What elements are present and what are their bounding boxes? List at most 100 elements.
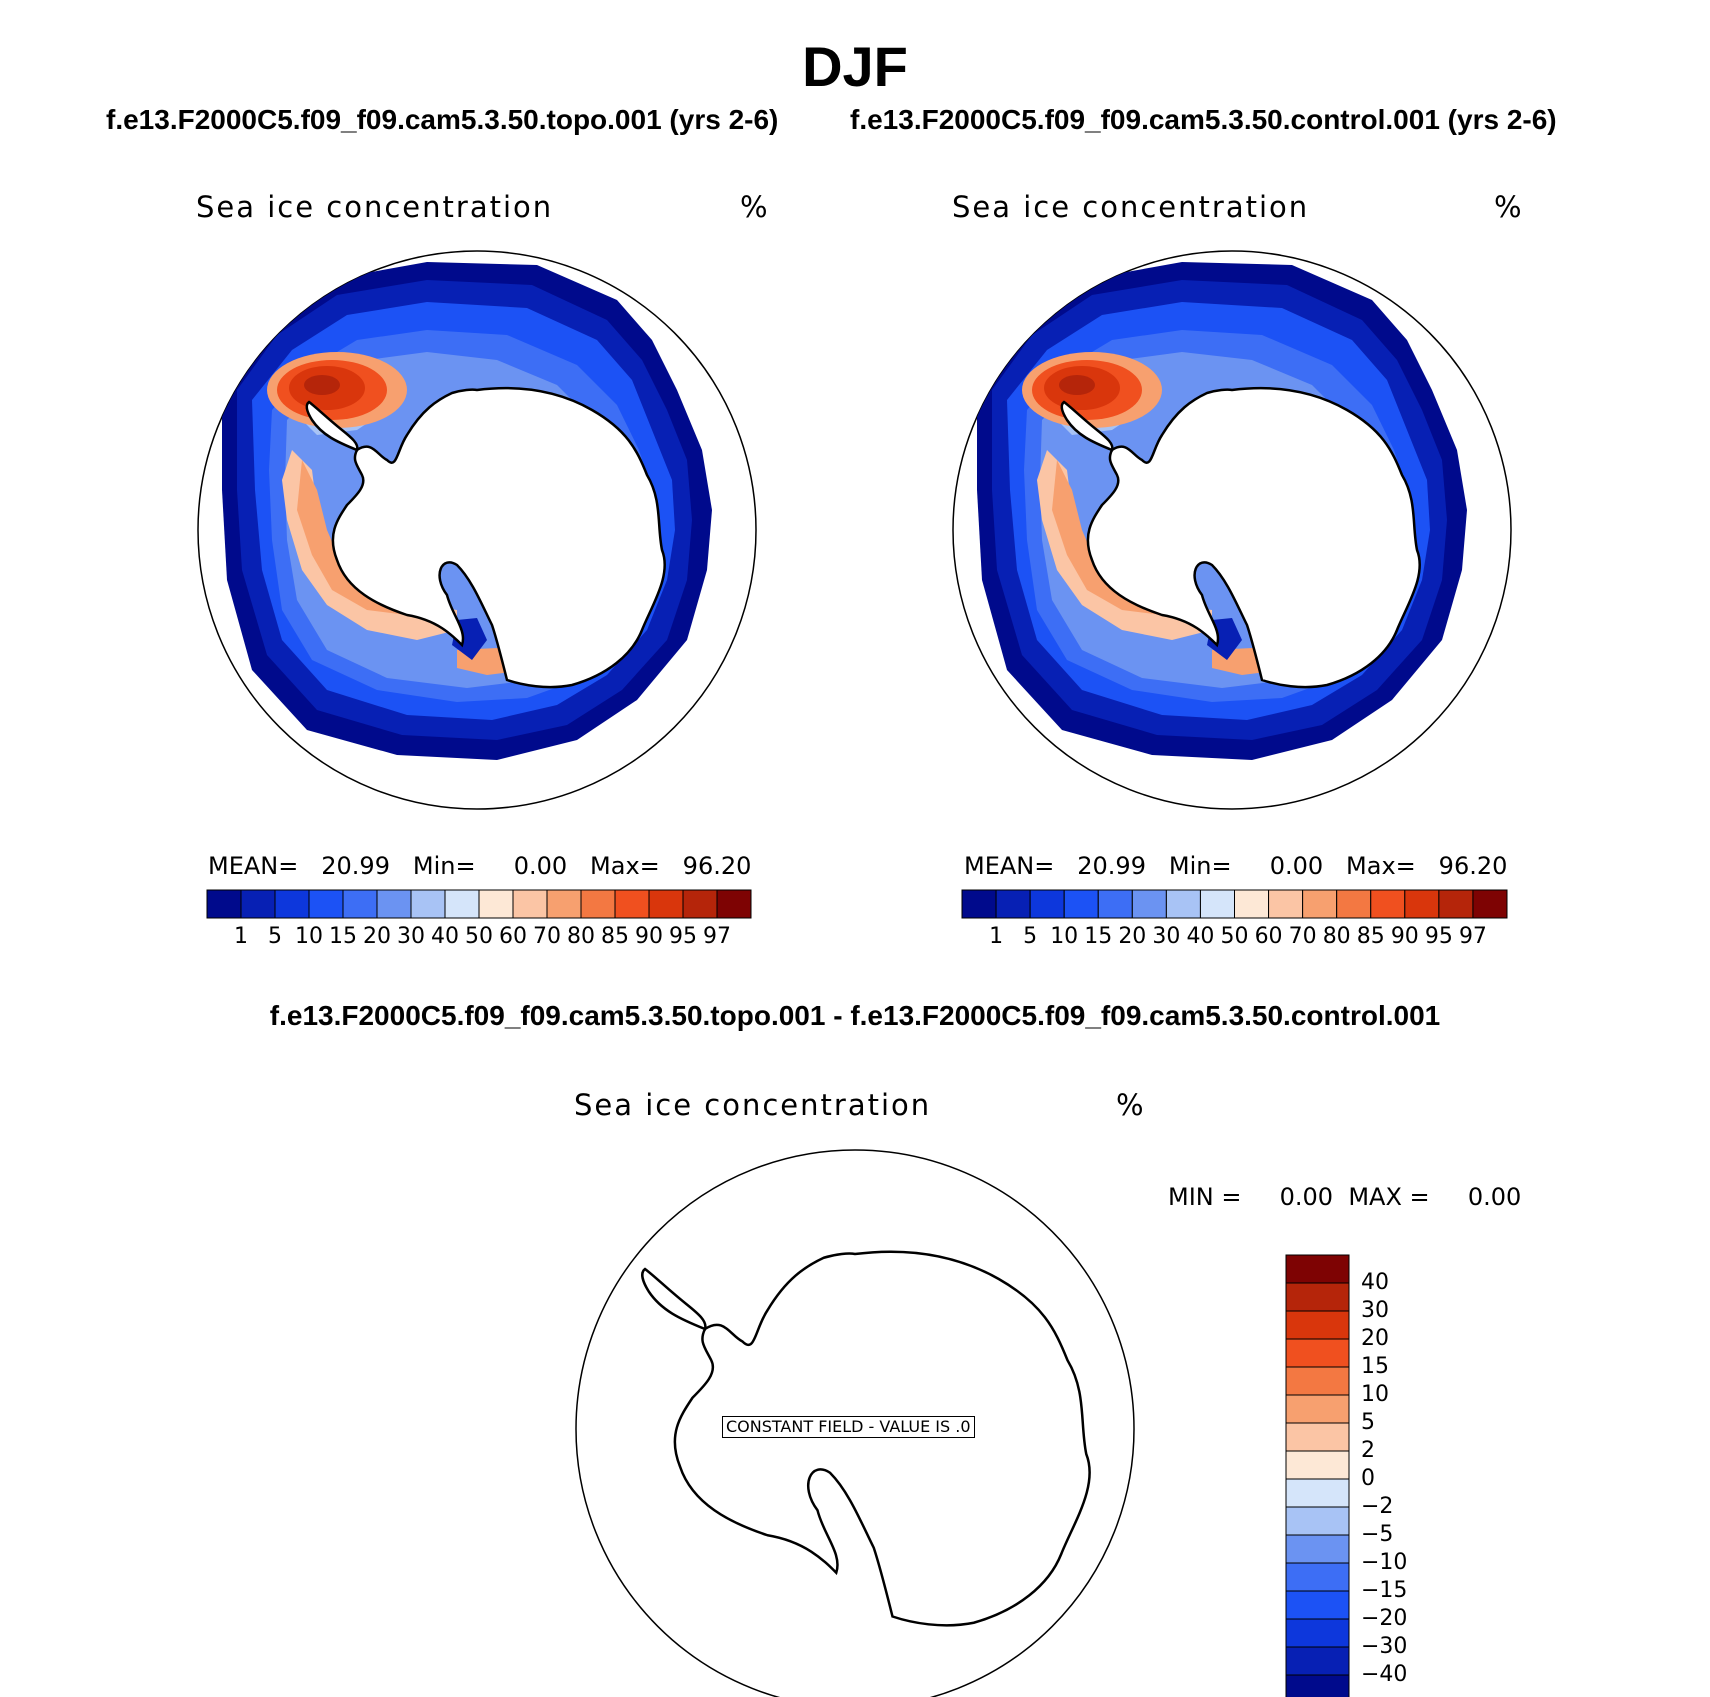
colorbar-panel2-cell [1063, 889, 1099, 919]
colorbar-panel2-cell [961, 889, 997, 919]
colorbar-panel1-cell [478, 889, 514, 919]
colorbar-panel2-cell [1131, 889, 1167, 919]
colorbar-panel2-cell [1097, 889, 1133, 919]
colorbar-panel1-tick-label: 40 [431, 924, 459, 949]
colorbar-panel2-cell [995, 889, 1031, 919]
colorbar-diff-tick-label: −20 [1361, 1606, 1408, 1631]
panel1-max-label: Max= [590, 852, 660, 880]
colorbar-diff-cell [1285, 1394, 1350, 1424]
panel2-stats: MEAN= 20.99 Min= 0.00 Max= 96.20 [964, 852, 1507, 880]
colorbar-diff-cell [1285, 1674, 1350, 1697]
colorbar-panel2-tick-label: 30 [1152, 924, 1181, 949]
panel2-max-label: Max= [1346, 852, 1416, 880]
panel3-min-label: MIN = [1168, 1183, 1242, 1211]
colorbar-panel2-cell [1336, 889, 1372, 919]
colorbar-panel1-tick-label: 10 [295, 924, 323, 949]
panel3-max-value: 0.00 [1467, 1183, 1522, 1211]
colorbar-diff-tick-label: 5 [1361, 1410, 1375, 1435]
colorbar-diff-cell [1285, 1562, 1350, 1592]
panel3-units-label: % [1116, 1088, 1146, 1122]
colorbar-panel1-tick-label: 30 [397, 924, 425, 949]
colorbar-diff-tick-label: 40 [1361, 1270, 1389, 1295]
colorbar-panel2-cell [1234, 889, 1270, 919]
colorbar-diff-cell [1285, 1618, 1350, 1648]
colorbar-diff-tick-label: 0 [1361, 1466, 1375, 1491]
colorbar-panel2-tick-label: 5 [1023, 924, 1038, 949]
panel1-mean-label: MEAN= [208, 852, 299, 880]
panel1-stats: MEAN= 20.99 Min= 0.00 Max= 96.20 [208, 852, 751, 880]
colorbar-diff-tick-label: −2 [1361, 1494, 1394, 1519]
colorbar-panel1-tick-label: 90 [635, 924, 663, 949]
colorbar-panel1-cell [206, 889, 242, 919]
panel2-min-value: 0.00 [1269, 852, 1324, 880]
panel2-mean-value: 20.99 [1077, 852, 1146, 880]
colorbar-panel2-cell [1370, 889, 1406, 919]
colorbar-diff-cell [1285, 1590, 1350, 1620]
figure-title: DJF [802, 35, 908, 98]
colorbar-panel2 [961, 889, 1508, 919]
panel3-min-value: 0.00 [1279, 1183, 1334, 1211]
colorbar-panel1-cell [410, 889, 446, 919]
case-title-left: f.e13.F2000C5.f09_f09.cam5.3.50.topo.001… [106, 104, 779, 135]
panel1-variable-label: Sea ice concentration [196, 190, 554, 224]
colorbar-diff-cell [1285, 1646, 1350, 1676]
colorbar-diff-cell [1285, 1254, 1350, 1284]
colorbar-diff-cell [1285, 1422, 1350, 1452]
colorbar-diff-cell [1285, 1366, 1350, 1396]
colorbar-panel2-tick-label: 60 [1254, 924, 1283, 949]
colorbar-panel2-cell [1302, 889, 1338, 919]
colorbar-diff-tick-label: −5 [1361, 1522, 1394, 1547]
colorbar-panel1-cell [512, 889, 548, 919]
diff-title: f.e13.F2000C5.f09_f09.cam5.3.50.topo.001… [269, 1000, 1441, 1031]
colorbar-panel1-cell [444, 889, 480, 919]
colorbar-panel2-cell [1199, 889, 1235, 919]
case-title-right: f.e13.F2000C5.f09_f09.cam5.3.50.control.… [850, 104, 1557, 135]
colorbar-panel1-cell [274, 889, 310, 919]
colorbar-panel2-tick-label: 90 [1390, 924, 1419, 949]
colorbar-diff-cell [1285, 1450, 1350, 1480]
colorbar-panel2-cell [1472, 889, 1508, 919]
panel2-max-value: 96.20 [1438, 852, 1508, 880]
panel3-stats: MIN = 0.00 MAX = 0.00 [1168, 1183, 1521, 1211]
colorbar-panel2-tick-label: 10 [1050, 924, 1079, 949]
colorbar-panel1-cell [716, 889, 752, 919]
colorbar-diff-cell [1285, 1338, 1350, 1368]
colorbar-panel2-tick-label: 85 [1356, 924, 1385, 949]
colorbar-diff-cell [1285, 1506, 1350, 1536]
colorbar-panel2-cell [1029, 889, 1065, 919]
colorbar-panel1-cell [308, 889, 344, 919]
colorbar-panel2-tick-label: 95 [1424, 924, 1453, 949]
colorbar-diff-tick-label: 2 [1361, 1438, 1375, 1463]
colorbar-panel1-cell [682, 889, 718, 919]
colorbar-diff-tick-label: 10 [1361, 1382, 1389, 1407]
colorbar-panel1-tick-label: 85 [601, 924, 629, 949]
colorbar-diff [1285, 1254, 1350, 1697]
colorbar-panel2-cell [1404, 889, 1440, 919]
colorbar-panel1-tick-label: 80 [567, 924, 595, 949]
panel1-mean-value: 20.99 [321, 852, 390, 880]
colorbar-diff-tick-label: −40 [1361, 1662, 1408, 1687]
colorbar-diff-tick-label: −10 [1361, 1550, 1408, 1575]
colorbar-panel1-cell [546, 889, 582, 919]
constant-field-annotation: CONSTANT FIELD - VALUE IS .0 [722, 1416, 975, 1438]
colorbar-panel2-tick-label: 97 [1458, 924, 1487, 949]
colorbar-panel2-tick-label: 50 [1220, 924, 1249, 949]
panel2-min-label: Min= [1168, 852, 1232, 880]
colorbar-panel2-cell [1438, 889, 1474, 919]
colorbar-panel1-tick-label: 50 [465, 924, 493, 949]
colorbar-panel1-cell [376, 889, 412, 919]
panel2-mean-label: MEAN= [964, 852, 1055, 880]
colorbar-panel1-tick-label: 60 [499, 924, 527, 949]
panel2-variable-label: Sea ice concentration [952, 190, 1310, 224]
colorbar-diff-tick-label: 15 [1361, 1354, 1389, 1379]
colorbar-panel1-cell [342, 889, 378, 919]
colorbar-panel2-tick-label: 40 [1186, 924, 1215, 949]
colorbar-diff-cell [1285, 1478, 1350, 1508]
colorbar-diff-tick-label: −15 [1361, 1578, 1408, 1603]
panel1-map [197, 250, 757, 810]
colorbar-panel2-tick-label: 20 [1118, 924, 1147, 949]
colorbar-panel1-tick-label: 95 [669, 924, 697, 949]
colorbar-panel2-cell [1268, 889, 1304, 919]
colorbar-panel1-tick-label: 70 [533, 924, 561, 949]
